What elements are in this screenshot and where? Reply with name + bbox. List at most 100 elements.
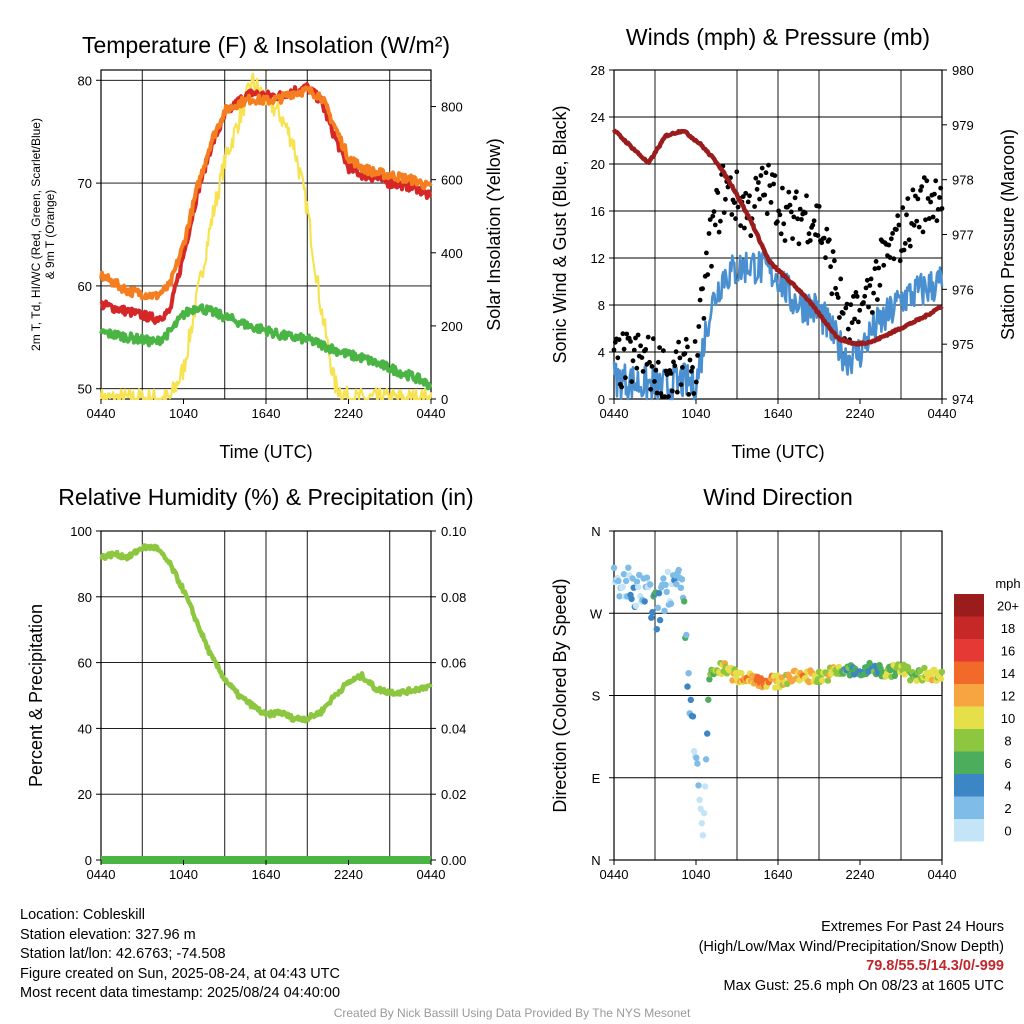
station-pressure-series — [611, 128, 944, 347]
gust-point — [872, 266, 878, 272]
legend-swatch-5 — [954, 706, 984, 729]
gust-point — [939, 206, 945, 211]
wdir-point — [625, 564, 632, 571]
gust-point — [933, 178, 939, 184]
wind-y-tick-label-2: 8 — [598, 298, 605, 313]
gust-point — [657, 345, 662, 350]
gust-point — [619, 384, 624, 390]
gust-point — [738, 223, 743, 229]
gust-point — [745, 199, 751, 205]
legend-swatch-3 — [954, 661, 984, 684]
gust-point — [747, 193, 752, 199]
temp-y-tick-label-3: 80 — [78, 73, 92, 88]
wind-y2-tick-label-3: 977 — [952, 228, 974, 243]
gust-point — [792, 195, 798, 201]
gust-point — [763, 170, 769, 176]
gust-point — [653, 367, 659, 373]
wdir-point — [921, 664, 928, 672]
temp-y2-tick-label-3: 600 — [441, 173, 463, 188]
wdir-point — [938, 668, 946, 676]
rh-y2-tick-label-0: 0.00 — [441, 853, 466, 868]
x-tick-label-wind-0: 0440 — [600, 406, 629, 421]
gust-point — [768, 200, 774, 205]
gust-point — [742, 225, 747, 231]
rh-y-tick-label-3: 60 — [78, 656, 92, 671]
gust-point — [715, 190, 721, 196]
gust-point — [911, 222, 917, 228]
wdir-point — [678, 576, 686, 583]
temp-y-tick-label-1: 60 — [78, 279, 92, 294]
gust-point — [635, 332, 641, 338]
wdir-point — [633, 578, 641, 585]
temp-y2-tick-label-2: 400 — [441, 246, 463, 261]
legend-label-10: 0 — [1004, 823, 1011, 838]
wdir-point — [641, 598, 648, 605]
gust-point — [692, 339, 698, 344]
gust-point — [734, 169, 740, 175]
gust-point — [810, 222, 816, 228]
gust-point — [757, 196, 762, 202]
gust-point — [623, 375, 628, 381]
wdir-point — [616, 593, 623, 600]
gust-point — [704, 250, 709, 256]
gust-point — [685, 344, 690, 350]
wdir-point — [610, 564, 618, 571]
wdir-point — [685, 670, 692, 677]
legend-label-0: 20+ — [997, 598, 1019, 613]
x-tick-label-temp-2: 1640 — [252, 406, 281, 421]
legend-swatch-10 — [954, 819, 984, 842]
gust-point — [766, 162, 771, 168]
gust-point — [823, 255, 828, 261]
gust-point — [857, 307, 863, 313]
wind-chart-title: Winds (mph) & Pressure (mb) — [626, 24, 930, 50]
x-tick-label-wdir-0: 0440 — [600, 867, 629, 882]
gust-point — [795, 216, 800, 222]
wind-y-tick-label-1: 4 — [598, 345, 605, 360]
gust-point — [833, 285, 838, 291]
wdir-point — [648, 614, 655, 621]
gust-point — [781, 221, 787, 227]
temp-x-axis-label: Time (UTC) — [219, 442, 312, 462]
gust-point — [630, 358, 636, 364]
gust-point — [790, 236, 795, 242]
gust-point — [871, 290, 876, 296]
gust-point — [938, 185, 944, 191]
gust-point — [643, 347, 649, 352]
gust-point — [881, 262, 887, 268]
gust-point — [906, 237, 912, 243]
gust-point — [674, 389, 680, 395]
gust-point — [631, 347, 637, 353]
legend-swatch-2 — [954, 639, 984, 662]
gust-point — [663, 368, 669, 374]
wdir-point — [675, 566, 682, 574]
gust-point — [735, 204, 741, 210]
gust-point — [664, 372, 670, 377]
gust-point — [806, 231, 812, 237]
credit-line: Created By Nick Bassill Using Data Provi… — [333, 1006, 691, 1020]
gust-point — [875, 297, 880, 302]
gust-point — [628, 339, 633, 344]
gust-point — [707, 217, 713, 223]
wdir-point — [687, 696, 694, 703]
wdir-point — [683, 631, 690, 639]
gust-point — [919, 184, 925, 190]
wdir-point — [647, 581, 654, 588]
gust-point — [695, 353, 700, 358]
wdir-point — [698, 820, 705, 827]
gust-point — [866, 304, 871, 310]
gust-point — [821, 235, 827, 241]
x-tick-label-wdir-4: 0440 — [928, 867, 957, 882]
gust-point — [864, 277, 870, 283]
wdir-point — [654, 604, 662, 611]
wind-y2-tick-label-2: 976 — [952, 282, 974, 297]
legend-label-3: 14 — [1001, 666, 1015, 681]
x-tick-label-wind-1: 1040 — [682, 406, 711, 421]
gust-point — [621, 346, 627, 352]
gust-point — [786, 189, 792, 195]
legend-label-8: 4 — [1004, 778, 1011, 793]
max-gust: Max Gust: 25.6 mph On 08/23 at 1605 UTC — [723, 977, 1004, 994]
wdir-point — [901, 671, 908, 678]
wdir-point — [673, 581, 680, 588]
gust-point — [926, 216, 932, 221]
gust-point — [900, 205, 906, 211]
